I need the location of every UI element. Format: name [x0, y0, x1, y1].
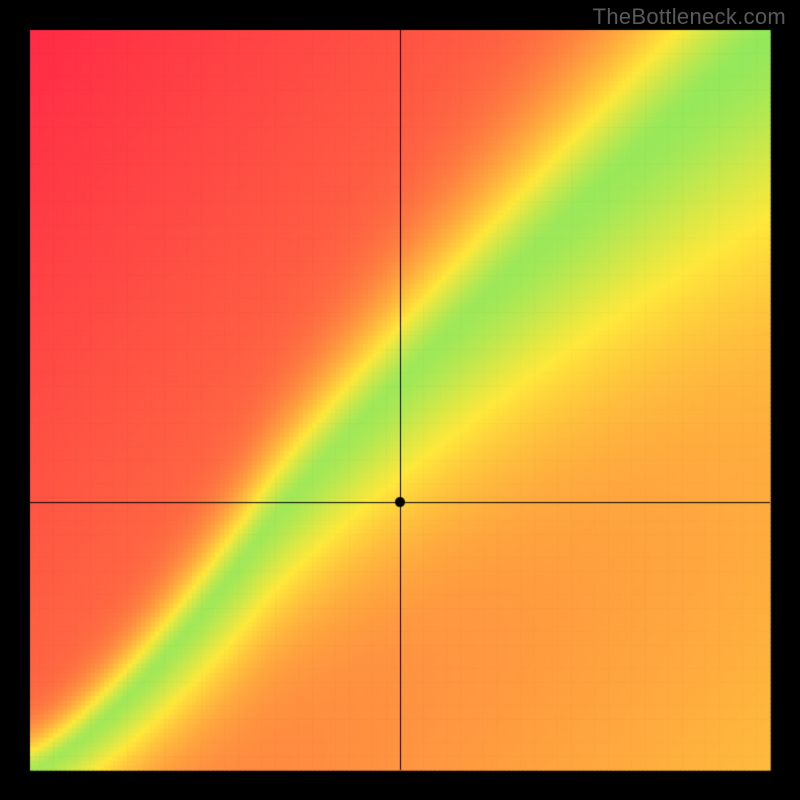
- chart-container: TheBottleneck.com: [0, 0, 800, 800]
- watermark-text: TheBottleneck.com: [593, 4, 786, 30]
- heatmap-canvas: [0, 0, 800, 800]
